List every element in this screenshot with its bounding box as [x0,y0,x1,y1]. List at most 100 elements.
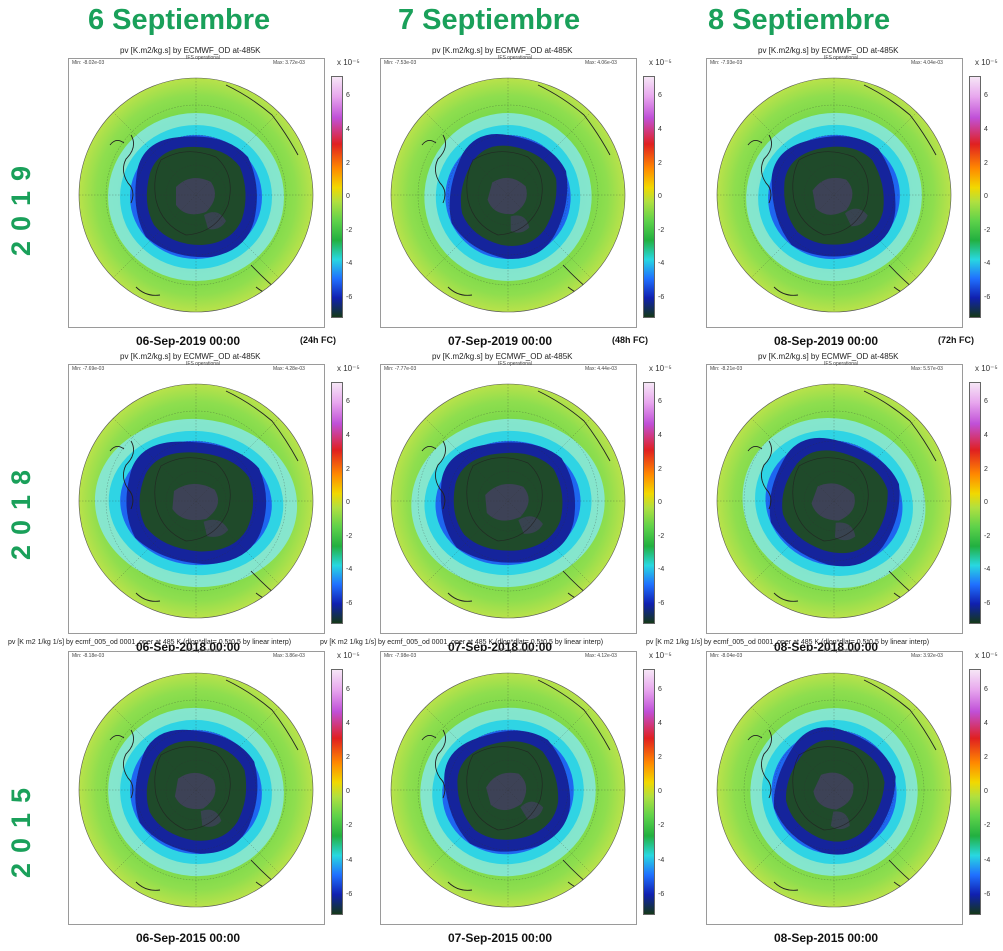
min-value: Min: -8.02e-03 [72,60,105,66]
colorbar-tick: -6 [984,294,991,301]
column-header-day-6: 6 Septiembre [88,4,271,36]
map-subtitle: IFS operational [498,55,532,61]
map-date-label: 07-Sep-2019 00:00 [448,334,553,348]
colorbar-multiplier: x 10⁻⁵ [649,651,672,660]
min-value: Min: -8.21e-03 [710,366,743,372]
colorbar-tick: 6 [346,685,350,693]
colorbar-tick: 6 [658,398,662,406]
colorbar-tick: -2 [658,822,665,830]
map-date-label: 08-Sep-2015 00:00 [774,931,879,945]
min-value: Min: -8.18e-03 [72,653,105,659]
map-subtitle: IFS operational [498,648,532,654]
map-date-label: 06-Sep-2015 00:00 [136,931,241,945]
max-value: Max: 4.28e-03 [273,366,305,372]
max-value: Max: 4.04e-03 [911,60,943,66]
colorbar-tick: 2 [658,754,662,762]
map-date-label: 07-Sep-2015 00:00 [448,931,553,945]
colorbar-tick: -4 [984,260,991,268]
polar-vortex-map [78,672,314,908]
min-value: Min: -8.04e-03 [710,653,743,659]
map-subtitle: IFS operational [186,648,220,654]
max-value: Max: 3.86e-03 [273,653,305,659]
colorbar-tick: 0 [658,788,662,796]
colorbar-tick: 4 [984,126,988,133]
colorbar-multiplier: x 10⁻⁵ [975,651,998,660]
forecast-hours-label: (72h FC) [938,335,974,345]
colorbar-tick: 6 [984,398,988,406]
map-area [76,68,316,322]
colorbar-tick: 2 [984,159,988,167]
max-value: Max: 4.06e-03 [585,60,617,66]
map-area [714,374,954,628]
colorbar-tick: 6 [658,685,662,693]
min-value: Min: -7.98e-03 [384,653,417,659]
colorbar-tick: -2 [984,822,991,830]
colorbar-tick: 2 [346,465,350,473]
colorbar-tick: 0 [984,788,988,796]
min-value: Min: -7.77e-03 [384,366,417,372]
colorbar-tick: -4 [346,566,353,574]
colorbar [969,382,981,624]
map-date-label: 08-Sep-2019 00:00 [774,334,879,348]
column-header-day-7: 7 Septiembre [398,4,581,36]
colorbar-tick: 6 [346,398,350,406]
colorbar [643,382,655,624]
map-subtitle: IFS operational [824,55,858,61]
colorbar-tick: -2 [984,532,991,540]
map-date-label: 07-Sep-2018 00:00 [448,640,553,654]
colorbar-tick: -4 [984,566,991,574]
map-area [714,661,954,919]
colorbar-tick: -4 [346,260,353,268]
colorbar-tick: -4 [658,856,665,864]
colorbar-tick: 4 [984,719,988,727]
map-title: pv [K.m2/kg.s] by ECMWF_OD at-485K [758,46,899,55]
colorbar-tick: -4 [658,566,665,574]
min-value: Min: -7.69e-03 [72,366,105,372]
polar-vortex-map [716,77,952,313]
colorbar-tick: 0 [658,499,662,507]
max-value: Max: 5.57e-03 [911,366,943,372]
colorbar-tick: 4 [984,432,988,439]
colorbar-tick: 4 [346,432,350,439]
row-label-year-2018: 2018 [6,459,36,560]
map-subtitle: IFS operational [498,361,532,367]
map-area [388,661,628,919]
colorbar-tick: -6 [346,890,353,898]
forecast-hours-label: (24h FC) [300,335,336,345]
colorbar-tick: 2 [658,465,662,473]
colorbar-tick: 6 [346,92,350,100]
colorbar-tick: -2 [346,532,353,540]
colorbar [643,76,655,318]
forecast-hours-label: (48h FC) [612,335,648,345]
colorbar [331,76,343,318]
colorbar-tick: 0 [984,193,988,201]
map-subtitle: IFS operational [824,361,858,367]
colorbar-tick: -2 [346,226,353,234]
map-area [388,68,628,322]
colorbar-tick: -6 [658,600,665,607]
map-title: pv [K m2 1/kg 1/s] by ecmf_005_od 0001_o… [320,639,604,646]
row-label-year-2015: 2015 [6,777,36,878]
colorbar-tick: 0 [346,193,350,201]
colorbar-tick: 2 [346,159,350,167]
min-value: Min: -7.53e-03 [384,60,417,66]
colorbar-tick: 6 [984,685,988,693]
colorbar-tick: 0 [658,193,662,201]
colorbar [643,669,655,915]
colorbar [331,382,343,624]
map-subtitle: IFS operational [186,361,220,367]
colorbar-tick: 2 [984,754,988,762]
colorbar-tick: -6 [658,294,665,301]
colorbar-tick: 4 [346,126,350,133]
map-date-label: 06-Sep-2019 00:00 [136,334,241,348]
map-date-label: 06-Sep-2018 00:00 [136,640,241,654]
colorbar-tick: -2 [346,822,353,830]
colorbar-multiplier: x 10⁻⁵ [649,58,672,67]
colorbar [969,76,981,318]
max-value: Max: 3.72e-03 [273,60,305,66]
colorbar-tick: 2 [658,159,662,167]
min-value: Min: -7.93e-03 [710,60,743,66]
polar-vortex-map [390,77,626,313]
colorbar-tick: 0 [346,499,350,507]
colorbar-multiplier: x 10⁻⁵ [337,364,360,373]
